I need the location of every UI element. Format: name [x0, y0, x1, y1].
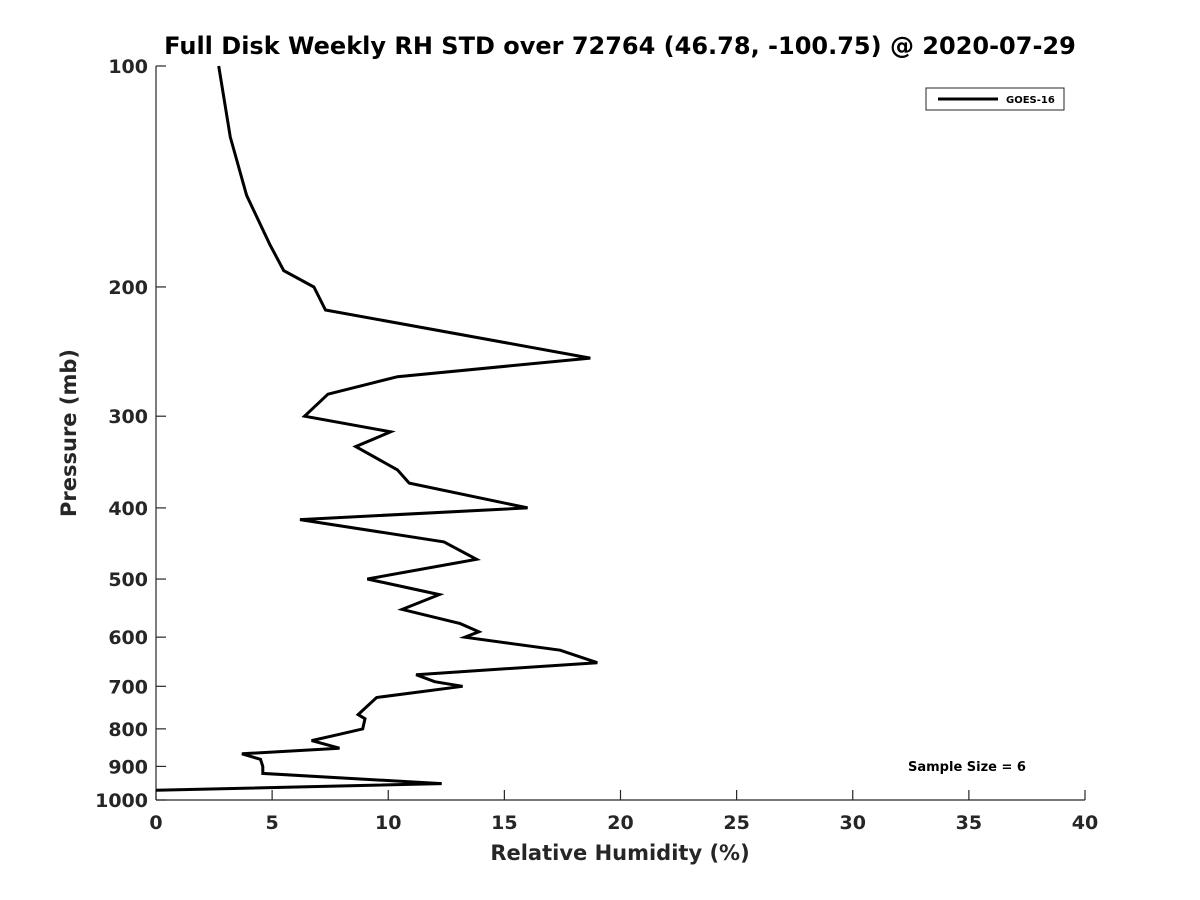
y-tick-label: 700 [108, 676, 148, 698]
axes: 0 5 10 15 20 25 30 35 40 100 200 300 400 500 600 700 800… [95, 56, 1098, 834]
y-tick-label: 400 [108, 498, 148, 520]
y-tick-label: 1000 [95, 790, 148, 812]
x-tick-label: 0 [149, 812, 162, 834]
y-tick-label: 500 [108, 569, 148, 591]
x-tick-label: 25 [723, 812, 749, 834]
x-tick-label: 30 [840, 812, 866, 834]
legend: GOES-16 [925, 87, 1065, 111]
legend-label: GOES-16 [1006, 95, 1055, 106]
y-axis-label: Pressure (mb) [57, 349, 81, 517]
x-tick-label: 5 [266, 812, 279, 834]
plot-area [155, 65, 598, 792]
x-tick-label: 35 [956, 812, 982, 834]
y-tick-label: 200 [108, 277, 148, 299]
chart-title: Full Disk Weekly RH STD over 72764 (46.7… [164, 32, 1076, 60]
y-tick-label: 100 [108, 56, 148, 78]
y-tick-label: 600 [108, 627, 148, 649]
y-tick-label: 300 [108, 406, 148, 428]
y-tick-label: 900 [108, 756, 148, 778]
x-tick-label: 20 [607, 812, 633, 834]
x-tick-label: 10 [375, 812, 401, 834]
y-tick-label: 800 [108, 719, 148, 741]
sample-size-annotation: Sample Size = 6 [908, 760, 1026, 775]
x-tick-label: 15 [491, 812, 517, 834]
x-tick-label: 40 [1072, 812, 1098, 834]
series-line-goes-16 [155, 65, 598, 792]
x-axis-label: Relative Humidity (%) [490, 841, 749, 865]
